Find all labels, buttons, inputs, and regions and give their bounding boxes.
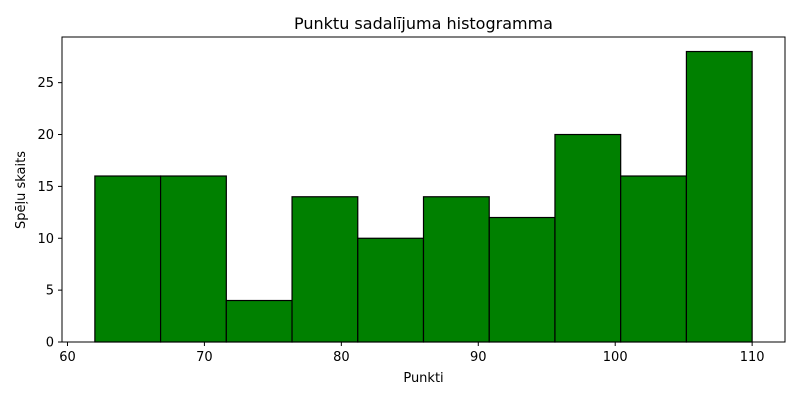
y-tick-label: 5 [46,284,54,299]
histogram-bar-3 [291,196,359,343]
chart-title: Punktu sadalījuma histogramma [294,14,553,33]
x-axis-ticks: 60 70 80 90 100 110 [59,342,765,365]
histogram-bar-0 [94,175,162,343]
x-tick-label: 90 [470,350,487,365]
histogram-bar-6 [488,216,556,343]
x-axis-label: Punkti [403,371,443,386]
x-tick-label: 80 [333,350,350,365]
histogram-bar-5 [422,196,490,343]
y-tick-label: 25 [37,76,54,91]
histogram-bar-7 [554,133,622,343]
histogram-bar-9 [685,50,753,343]
y-tick-label: 15 [37,180,54,195]
plot-frame [61,36,786,343]
y-tick-label: 10 [37,232,54,247]
x-tick-label: 70 [196,350,213,365]
x-tick-label: 100 [603,350,628,365]
y-axis-ticks: 0 5 10 15 20 25 [37,76,62,351]
histogram-bar-8 [620,175,688,343]
y-axis-label: Spēļu skaits [14,151,29,229]
x-tick-label: 60 [59,350,76,365]
histogram-bar-2 [225,299,293,343]
histogram-bar-1 [159,175,227,343]
bars-group [94,50,753,343]
y-tick-label: 20 [37,128,54,143]
histogram-bar-4 [357,237,425,343]
x-tick-label: 110 [740,350,765,365]
y-tick-label: 0 [46,336,54,351]
